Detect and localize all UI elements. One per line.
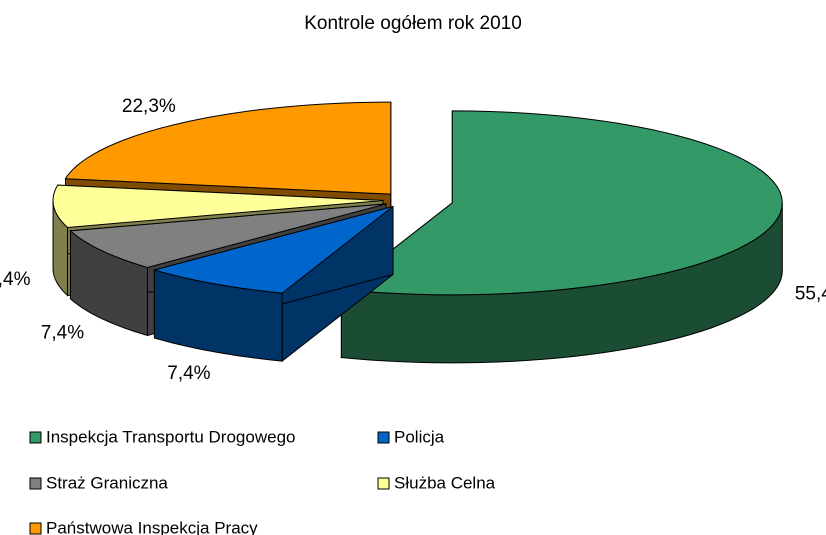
slice (64, 101, 392, 195)
legend-swatch (29, 431, 42, 444)
legend-label: Państwowa Inspekcja Pracy (46, 518, 258, 535)
slice (340, 110, 783, 296)
data-label: 7,4% (41, 323, 84, 344)
slice (52, 184, 384, 228)
data-label: 7,4% (0, 269, 31, 290)
legend-label: Straż Graniczna (46, 473, 168, 492)
data-label: 7,4% (167, 363, 210, 384)
legend-swatch (29, 522, 42, 535)
legend-label: Służba Celna (394, 473, 496, 492)
legend-swatch (377, 431, 390, 444)
data-label: 55,4% (795, 283, 826, 304)
legend-label: Policja (394, 427, 445, 446)
legend-swatch (377, 477, 390, 490)
slice (152, 205, 394, 294)
legend-label: Inspekcja Transportu Drogowego (46, 427, 295, 446)
legend-swatch (29, 477, 42, 490)
data-label: 22,3% (122, 96, 176, 117)
slice (69, 203, 387, 268)
chart-title: Kontrole ogółem rok 2010 (304, 13, 522, 34)
